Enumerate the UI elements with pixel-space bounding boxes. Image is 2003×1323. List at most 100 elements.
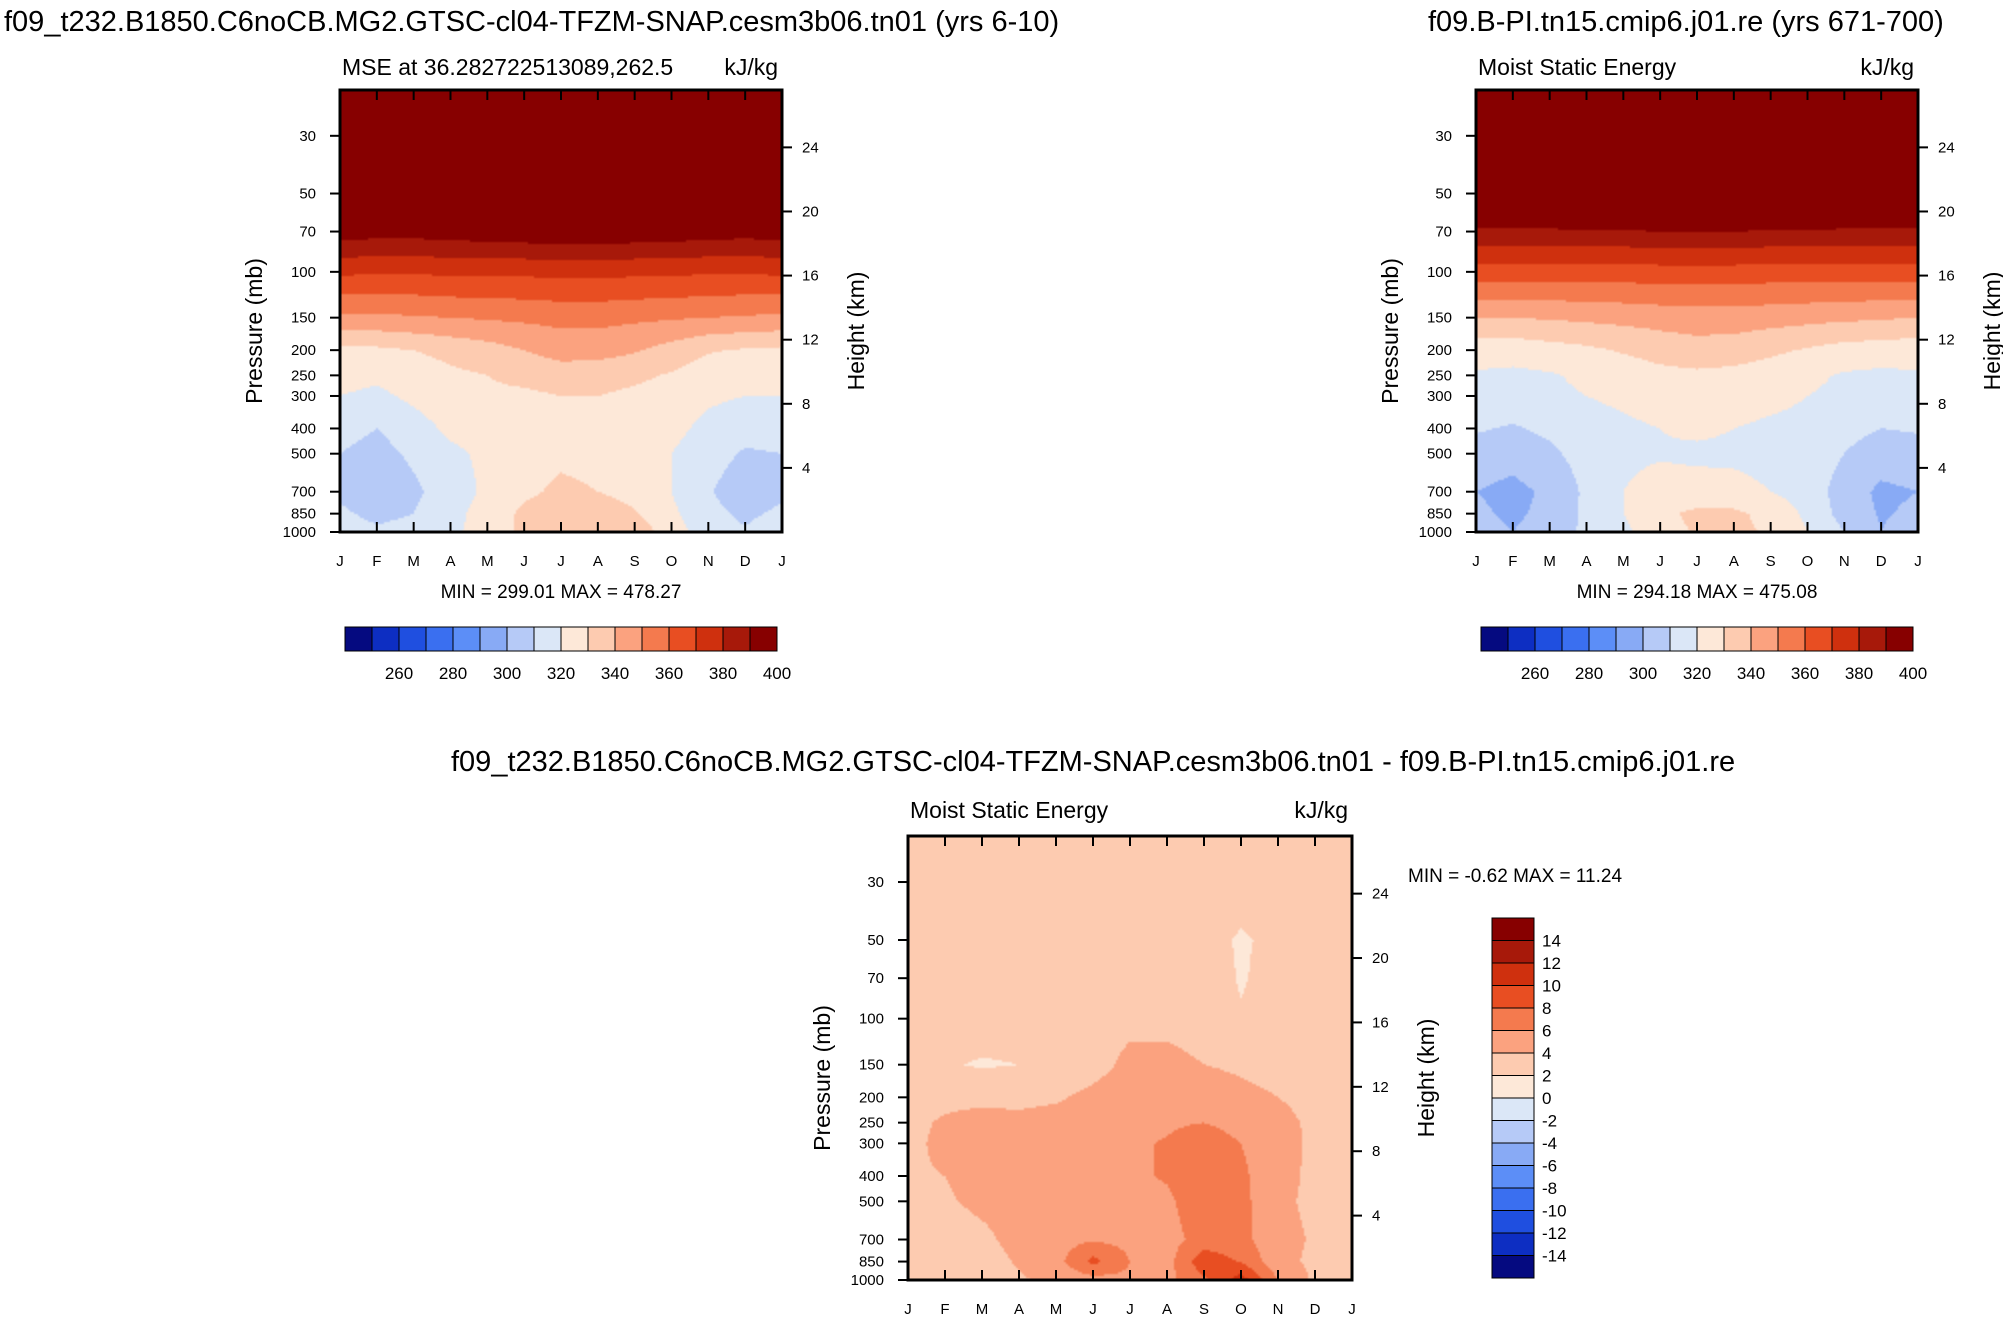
x-tick-label: J <box>520 553 528 570</box>
colorbar-swatch <box>1858 626 1887 652</box>
y-right-tick-label: 16 <box>802 268 819 285</box>
y-tick-label: 700 <box>291 484 316 501</box>
x-tick-label: O <box>666 553 678 570</box>
y-tick-label: 400 <box>291 420 316 437</box>
x-tick-label: J <box>1126 1301 1134 1318</box>
colorbar-label: 260 <box>1521 664 1549 683</box>
x-tick-label: F <box>940 1301 949 1318</box>
colorbar-swatch <box>1642 626 1671 652</box>
colorbar-label: 300 <box>493 664 521 683</box>
colorbar-swatch <box>1491 1187 1535 1211</box>
x-tick-label: N <box>1839 553 1850 570</box>
colorbar-swatch <box>1491 962 1535 986</box>
difference-plot-title: f09_t232.B1850.C6noCB.MG2.GTSC-cl04-TFZM… <box>451 746 1736 778</box>
x-tick-label: A <box>1014 1301 1024 1318</box>
colorbar-swatch <box>344 626 373 652</box>
colorbar-label: 380 <box>709 664 737 683</box>
y-right-tick-label: 12 <box>802 332 819 349</box>
colorbar-swatch <box>641 626 670 652</box>
colorbar-label: 280 <box>1575 664 1603 683</box>
colorbar-label: 360 <box>1791 664 1819 683</box>
chart-panel-1: MSE at 36.282722513089,262.5 kJ/kg J F M A M J J… <box>241 54 869 683</box>
y-right-tick-label: 12 <box>1372 1079 1389 1096</box>
colorbar-swatch <box>1669 626 1698 652</box>
x-tick-label: M <box>976 1301 989 1318</box>
colorbar-label: 14 <box>1542 932 1561 951</box>
colorbar-swatch <box>371 626 400 652</box>
min-max-stats: MIN = 294.18 MAX = 475.08 <box>1577 582 1818 603</box>
colorbar-label: 260 <box>385 664 413 683</box>
min-max-stats: MIN = 299.01 MAX = 478.27 <box>441 582 682 603</box>
y-axis-label: Pressure (mb) <box>809 1005 835 1151</box>
colorbar-label: 340 <box>1737 664 1765 683</box>
x-tick-label: M <box>481 553 494 570</box>
chart-panel-2: Moist Static Energy kJ/kg J F M A M J J A S O N D J 30 5… <box>1377 54 2003 683</box>
y-tick-label: 100 <box>1427 264 1452 281</box>
y-tick-label: 50 <box>299 186 316 203</box>
colorbar-label: 8 <box>1542 999 1551 1018</box>
colorbar-label: 400 <box>763 664 791 683</box>
y-tick-label: 300 <box>1427 388 1452 405</box>
x-tick-label: M <box>407 553 420 570</box>
x-tick-label: D <box>1310 1301 1321 1318</box>
y-tick-label: 300 <box>859 1135 884 1152</box>
x-tick-label: F <box>1508 553 1517 570</box>
contour-fill <box>1476 90 1918 532</box>
colorbar-swatch <box>479 626 508 652</box>
plot-subtitle: Moist Static Energy <box>1478 54 1677 80</box>
colorbar-swatch <box>1491 917 1535 941</box>
colorbar-swatch <box>1491 1097 1535 1121</box>
colorbar-swatch <box>1491 1075 1535 1099</box>
colorbar-swatch <box>452 626 481 652</box>
colorbar-label: -2 <box>1542 1112 1557 1131</box>
y-tick-label: 250 <box>1427 367 1452 384</box>
x-tick-label: J <box>1089 1301 1097 1318</box>
colorbar-swatch <box>1491 940 1535 964</box>
y-tick-label: 400 <box>859 1168 884 1185</box>
colorbar-swatch <box>1750 626 1779 652</box>
y-tick-label: 300 <box>291 388 316 405</box>
x-tick-label: J <box>1656 553 1664 570</box>
colorbar-label: -12 <box>1542 1224 1567 1243</box>
x-tick-label: J <box>1693 553 1701 570</box>
colorbar-swatch <box>722 626 751 652</box>
colorbar-swatch <box>425 626 454 652</box>
y-tick-label: 50 <box>1435 186 1452 203</box>
x-tick-label: S <box>1766 553 1776 570</box>
colorbar-swatch <box>533 626 562 652</box>
x-tick-label: J <box>778 553 786 570</box>
colorbar-swatch <box>1491 1232 1535 1256</box>
colorbar-swatch <box>1696 626 1725 652</box>
y-tick-label: 200 <box>291 342 316 359</box>
colorbar-swatch <box>749 626 778 652</box>
y-right-tick-label: 8 <box>1938 396 1946 413</box>
y-right-tick-label: 24 <box>1372 886 1389 903</box>
x-tick-label: J <box>1472 553 1480 570</box>
colorbar-swatch <box>668 626 697 652</box>
y-tick-label: 30 <box>1435 128 1452 145</box>
colorbar-swatch <box>1491 1030 1535 1054</box>
y-tick-label: 500 <box>859 1193 884 1210</box>
left-plot-title: f09_t232.B1850.C6noCB.MG2.GTSC-cl04-TFZM… <box>4 6 1060 38</box>
x-tick-label: A <box>1581 553 1591 570</box>
y-axis-label: Pressure (mb) <box>1377 258 1403 404</box>
colorbar-label: 0 <box>1542 1089 1551 1108</box>
x-tick-label: O <box>1235 1301 1247 1318</box>
colorbar-swatch <box>1491 1007 1535 1031</box>
y-tick-label: 1000 <box>1419 524 1452 541</box>
y-tick-label: 150 <box>1427 310 1452 327</box>
x-tick-label: M <box>1543 553 1556 570</box>
min-max-stats: MIN = -0.62 MAX = 11.24 <box>1408 866 1622 887</box>
colorbar-swatch <box>1588 626 1617 652</box>
x-tick-label: J <box>1348 1301 1356 1318</box>
colorbar-label: 300 <box>1629 664 1657 683</box>
y-tick-label: 1000 <box>283 524 316 541</box>
y-tick-label: 250 <box>291 367 316 384</box>
y-tick-label: 100 <box>291 264 316 281</box>
y-right-axis-label: Height (km) <box>1413 1019 1439 1138</box>
x-tick-label: D <box>1876 553 1887 570</box>
colorbar-label: -10 <box>1542 1202 1567 1221</box>
units-label: kJ/kg <box>1294 797 1348 823</box>
colorbar-label: 320 <box>1683 664 1711 683</box>
